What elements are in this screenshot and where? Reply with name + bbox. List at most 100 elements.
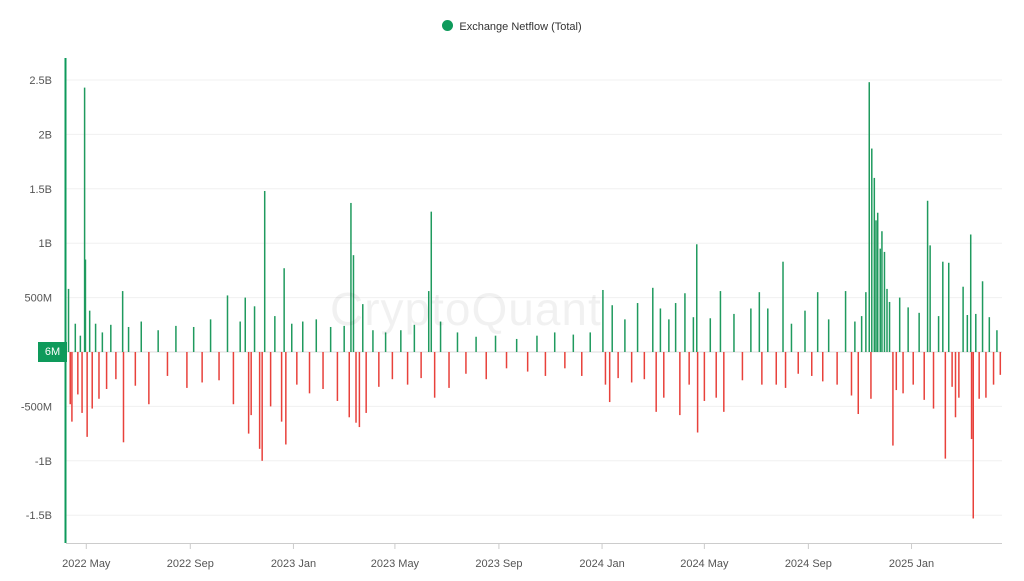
netflow-bar xyxy=(274,316,276,352)
netflow-bar xyxy=(296,352,298,385)
netflow-bar xyxy=(291,323,293,352)
netflow-bar xyxy=(122,352,125,443)
netflow-bar xyxy=(456,332,459,352)
netflow-bar xyxy=(602,289,604,352)
netflow-bar xyxy=(98,352,100,399)
netflow-bar xyxy=(209,319,212,352)
y-tick-label: -1B xyxy=(35,456,52,468)
netflow-bar xyxy=(71,352,73,422)
netflow-bar xyxy=(907,307,909,352)
netflow-bar xyxy=(767,308,769,352)
netflow-bar xyxy=(201,352,203,383)
netflow-bar xyxy=(494,335,497,352)
netflow-bar xyxy=(358,352,361,428)
netflow-bar xyxy=(958,352,960,398)
netflow-bar xyxy=(663,352,665,398)
y-tick-label: -1.5B xyxy=(26,510,52,522)
netflow-bar xyxy=(283,268,285,352)
netflow-bar xyxy=(944,352,947,459)
netflow-bar xyxy=(821,352,824,382)
netflow-bar xyxy=(860,316,863,352)
netflow-bar xyxy=(384,332,387,352)
netflow-bar xyxy=(655,352,657,412)
netflow-bar xyxy=(929,245,931,352)
netflow-bar xyxy=(329,326,332,352)
grid-lines xyxy=(66,79,1002,516)
netflow-bar xyxy=(696,244,698,352)
netflow-bar xyxy=(515,338,518,352)
netflow-bar xyxy=(811,352,813,376)
netflow-bar xyxy=(692,317,695,352)
netflow-bar xyxy=(868,82,871,353)
netflow-bar xyxy=(643,352,646,380)
netflow-bar xyxy=(350,202,352,352)
netflow-bar xyxy=(978,352,980,399)
netflow-bar xyxy=(67,288,70,352)
netflow-bar xyxy=(439,321,442,352)
netflow-bar xyxy=(992,352,995,385)
x-tick-label: 2022 May xyxy=(62,558,111,570)
y-tick-label: 2.5B xyxy=(29,75,52,87)
netflow-bar xyxy=(604,352,607,385)
netflow-bar xyxy=(947,262,950,352)
netflow-bar xyxy=(336,352,339,401)
netflow-bar xyxy=(448,352,450,388)
netflow-bar xyxy=(985,352,987,398)
netflow-bar xyxy=(315,319,318,352)
netflow-bar xyxy=(572,334,575,352)
watermark: CryptoQuant xyxy=(330,283,602,335)
netflow-bar xyxy=(870,352,872,399)
netflow-bar xyxy=(923,352,925,400)
netflow-bar xyxy=(362,304,364,352)
netflow-bar xyxy=(84,259,87,352)
netflow-bar xyxy=(975,313,977,352)
netflow-bar xyxy=(865,292,867,352)
netflow-bar xyxy=(430,211,433,352)
netflow-bar xyxy=(988,317,991,352)
netflow-bar xyxy=(918,312,920,352)
netflow-bar xyxy=(981,281,984,352)
netflow-bar xyxy=(186,352,188,388)
x-tick-label: 2025 Jan xyxy=(889,558,934,570)
chart-legend[interactable]: Exchange Netflow (Total) xyxy=(0,20,1024,33)
netflow-bar xyxy=(797,352,799,374)
netflow-bar xyxy=(101,332,104,352)
netflow-bar xyxy=(322,352,324,389)
netflow-bar xyxy=(280,352,283,422)
netflow-bar xyxy=(886,288,888,352)
netflow-bar xyxy=(784,352,787,388)
netflow-bar xyxy=(679,352,681,416)
netflow-bar xyxy=(942,261,944,352)
netflow-bar xyxy=(668,319,670,352)
netflow-bar xyxy=(413,324,416,352)
netflow-bar xyxy=(875,220,877,352)
netflow-bar xyxy=(636,303,639,352)
netflow-bar xyxy=(881,231,883,352)
netflow-bar xyxy=(674,303,677,352)
netflow-bar xyxy=(343,325,345,352)
bars-layer xyxy=(67,82,1002,519)
netflow-bar xyxy=(970,352,973,440)
netflow-bar xyxy=(301,321,304,352)
netflow-bar xyxy=(378,352,380,387)
netflow-bar xyxy=(348,352,351,418)
netflow-bar xyxy=(285,352,287,445)
netflow-bar xyxy=(715,352,717,398)
netflow-bar xyxy=(88,310,91,352)
x-tick-label: 2023 May xyxy=(371,558,420,570)
netflow-bar xyxy=(91,352,93,409)
netflow-bar xyxy=(553,332,556,352)
y-tick-label: 2B xyxy=(39,129,52,141)
netflow-bar xyxy=(844,291,847,352)
netflow-bar xyxy=(258,352,261,449)
netflow-bar xyxy=(218,352,220,381)
netflow-bar xyxy=(790,323,793,352)
netflow-bar xyxy=(121,291,124,352)
netflow-bar xyxy=(372,330,374,352)
netflow-bar xyxy=(239,321,241,352)
netflow-bar xyxy=(912,352,914,385)
netflow-bar xyxy=(250,352,252,416)
netflow-bar xyxy=(81,352,83,413)
netflow-bar xyxy=(110,324,112,352)
